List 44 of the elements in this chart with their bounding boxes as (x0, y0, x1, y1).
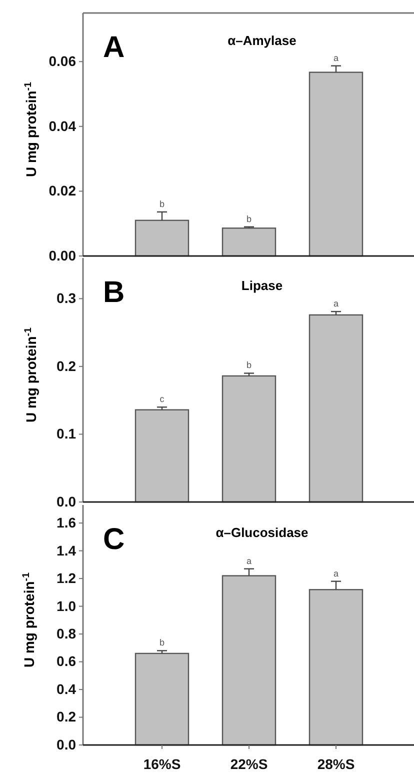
y-tick-label: 0.6 (56, 653, 76, 670)
x-tick-label: 16%S (143, 756, 181, 772)
x-tick-label: 28%S (317, 756, 355, 772)
annotation: a (246, 556, 252, 566)
y-tick-label: 0.2 (56, 708, 76, 725)
y-tick-label: 0.2 (56, 358, 76, 374)
bar (134, 409, 190, 503)
annotation: b (246, 360, 252, 370)
y-tick-label: 0.06 (48, 53, 76, 70)
annotation: b (246, 214, 252, 224)
y-tick-label: 0.1 (56, 426, 76, 442)
bar (308, 589, 364, 746)
bar (222, 575, 276, 746)
y-tick-label: 0.8 (56, 625, 76, 642)
y-tick-label: 1.4 (56, 542, 76, 558)
bar (222, 375, 276, 503)
y-tick-label: 0.02 (48, 182, 76, 199)
y-tick-label: 1.0 (56, 598, 76, 614)
annotation: a (333, 52, 339, 63)
y-tick-label: 0.04 (48, 118, 76, 134)
y-tick-label: 0.4 (56, 680, 76, 697)
bar (134, 652, 190, 746)
y-tick-label: 1.6 (56, 514, 76, 531)
y-tick-label: 0.00 (48, 247, 76, 264)
annotation: A (103, 31, 125, 64)
annotation: B (103, 276, 125, 309)
y-tick-label: 0.3 (56, 290, 76, 306)
y-tick-label: 0.0 (56, 493, 76, 510)
annotation: b (159, 198, 165, 209)
bar (308, 314, 364, 503)
text: α–Amylase (228, 33, 296, 48)
text: Lipase (241, 278, 283, 293)
bar (134, 220, 190, 257)
annotation: a (333, 298, 339, 309)
bar (308, 72, 364, 257)
bar (222, 228, 276, 257)
annotation: c (160, 394, 165, 404)
y-tick-label: 0.0 (56, 736, 76, 752)
annotation: a (333, 568, 339, 578)
y-tick-label: 1.2 (56, 570, 76, 586)
x-tick-label: 22%S (230, 756, 268, 772)
annotation: C (103, 523, 125, 556)
annotation: b (159, 638, 165, 648)
text: α–Glucosidase (216, 525, 308, 540)
